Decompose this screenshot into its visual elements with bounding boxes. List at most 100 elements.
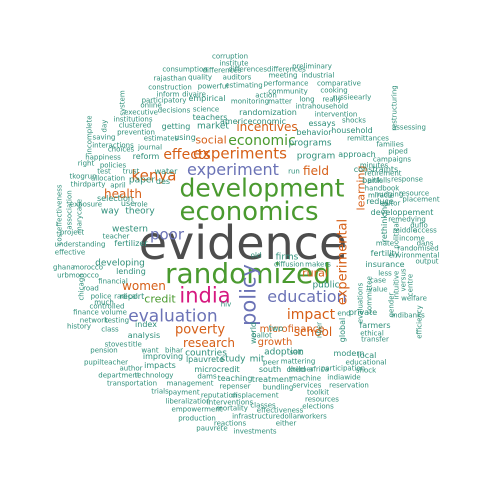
- word-saving: saving: [92, 133, 116, 142]
- word-reputation: reputation: [200, 391, 238, 400]
- word-much: much: [94, 298, 114, 307]
- word-des: des: [155, 177, 171, 186]
- word-piped: piped: [388, 147, 408, 156]
- word-local: local: [357, 351, 377, 360]
- word-case: case: [369, 276, 387, 285]
- word-end: end: [337, 309, 351, 318]
- word-action: action: [255, 91, 277, 100]
- word-microcredit: microcredit: [194, 365, 240, 374]
- word-incentives: incentives: [236, 120, 298, 134]
- word-industrial: industrial: [301, 71, 335, 80]
- word-testing: testing: [104, 316, 130, 325]
- word-poor: poor: [149, 225, 185, 244]
- word-bundling: bundling: [262, 383, 294, 392]
- word-meeting: meeting: [268, 71, 298, 80]
- word-understanding: understanding: [54, 240, 106, 249]
- word-technology: technology: [134, 371, 174, 380]
- word-workers: workers: [299, 412, 327, 421]
- word-impacts: impacts: [144, 361, 176, 370]
- word-corruption: corruption: [211, 52, 249, 61]
- word-intervention: intervention: [314, 110, 358, 119]
- word-author: author: [119, 364, 143, 373]
- word-construction: construction: [148, 83, 192, 92]
- word-private: private: [348, 308, 378, 317]
- word-powerful: powerful: [197, 82, 229, 91]
- word-journal: journal: [137, 143, 163, 152]
- word-production: production: [178, 414, 216, 423]
- word-controlled: controlled: [89, 302, 125, 311]
- word-ghana: ghana: [53, 263, 75, 272]
- word-microfinance: microfinance: [259, 324, 325, 335]
- word-effectiveness: effectiveness: [256, 406, 304, 415]
- word-services: services: [292, 381, 322, 390]
- word-committee: committee: [365, 276, 374, 314]
- word-rajasthan: rajasthan: [153, 74, 187, 83]
- word-radical: radical: [114, 292, 138, 301]
- word-health: health: [104, 187, 142, 201]
- word-kremer: kremer: [288, 365, 314, 374]
- word-lending: lending: [116, 267, 146, 276]
- word-families: families: [376, 140, 404, 149]
- word-public: public: [312, 280, 340, 291]
- word-trust: trust: [122, 167, 140, 176]
- word-marycase: marycase: [75, 198, 84, 234]
- word-mortality: mortality: [216, 404, 248, 413]
- word-online: online: [140, 101, 162, 110]
- word-urbmorocco: urbmorocco: [57, 271, 99, 280]
- word-response: response: [391, 175, 423, 184]
- word-bihar: bihar: [165, 346, 183, 355]
- word-mit: mit: [249, 354, 265, 365]
- word-institute: institute: [219, 59, 249, 68]
- word-randomization: randomization: [239, 108, 297, 117]
- word-effective: effective: [54, 248, 86, 257]
- word-reservation: reservation: [329, 381, 369, 390]
- word-association: association: [65, 190, 74, 230]
- word-consumption: consumption: [162, 65, 208, 74]
- word-machine: machine: [290, 374, 322, 383]
- word-political: political: [392, 221, 401, 249]
- word-participation: participation: [320, 364, 366, 373]
- word-market: market: [197, 121, 229, 132]
- word-class: class: [101, 325, 119, 334]
- word-hiv: hiv: [220, 300, 232, 309]
- word-costeffectiveness: costeffectiveness: [55, 184, 64, 246]
- word-adoption: adoption: [264, 347, 304, 358]
- word-lpauvrete: lpauvrete: [185, 355, 225, 364]
- word-transportation: transportation: [106, 379, 158, 388]
- word-essays: essays: [308, 119, 336, 128]
- word-reactions: reactions: [213, 419, 247, 428]
- word-programs: programs: [288, 138, 332, 149]
- word-miracle: miracle: [367, 191, 395, 200]
- word-elections: elections: [302, 402, 334, 411]
- word-test: test: [97, 167, 111, 176]
- word-repenser: repenser: [219, 382, 251, 391]
- word-teaching: teaching: [217, 374, 253, 383]
- word-mattering: mattering: [280, 357, 316, 366]
- word-kenya: kenya: [131, 166, 177, 185]
- word-treatment: treatment: [251, 375, 293, 384]
- word-reduce: reduce: [366, 197, 394, 206]
- word-two: two: [268, 324, 284, 333]
- word-education: education: [267, 287, 347, 306]
- word-ethical: ethical: [360, 329, 384, 338]
- word-social: social: [195, 133, 227, 147]
- word-old: old: [250, 251, 262, 260]
- word-run: run: [288, 167, 300, 176]
- word-campaigns: campaigns: [372, 155, 412, 164]
- word-approach: approach: [338, 150, 376, 159]
- word-want: want: [141, 346, 159, 355]
- word-differencesdifferences: differencesdifferences: [228, 65, 306, 74]
- word-comparative: comparative: [317, 79, 361, 88]
- word-exposure: exposure: [69, 200, 103, 209]
- word-remedying: remedying: [388, 215, 426, 224]
- word-randomized: randomized: [164, 257, 332, 290]
- word-differences: differences: [202, 66, 242, 75]
- word-program: program: [296, 151, 336, 162]
- word-decisions: decisions: [157, 106, 191, 115]
- word-allocation: allocation: [90, 174, 126, 183]
- word-divaire: divaire: [182, 90, 206, 99]
- word-science: science: [192, 105, 220, 114]
- word-performance: performance: [263, 79, 309, 88]
- word-shocks: shocks: [342, 116, 366, 125]
